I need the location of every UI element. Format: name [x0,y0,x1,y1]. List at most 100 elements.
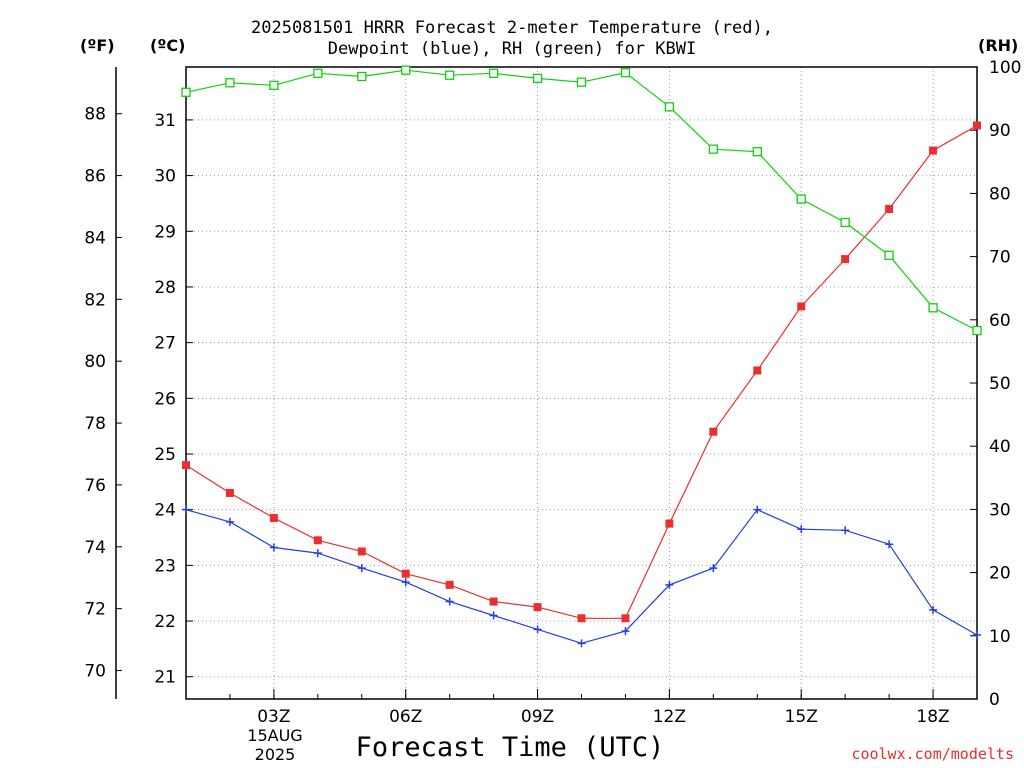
dewpoint-point [533,625,542,634]
rh-tick-label: 10 [989,627,1011,647]
x-tick-label: 06Z [389,707,422,727]
temperature-point [357,547,366,556]
celsius-tick-label: 23 [154,556,176,576]
temperature-point [401,569,410,578]
fahrenheit-tick-label: 70 [84,662,106,682]
temperature-point [929,146,938,155]
rh-point [708,144,718,154]
x-axis-title: Forecast Time (UTC) [355,732,665,763]
temperature-point [533,603,542,612]
rh-point [576,77,587,87]
temperature-point [489,597,498,606]
dewpoint-point [709,564,718,573]
fahrenheit-tick-label: 86 [84,167,106,187]
dewpoint-point [665,580,674,589]
date-year-label: 2025 [254,745,296,764]
dewpoint-point [973,630,981,639]
celsius-tick-label: 31 [154,111,176,131]
temperature-point [753,366,762,375]
x-tick-label: 03Z [257,707,290,727]
x-tick-label: 15Z [785,707,818,727]
rh-point [357,71,367,82]
fahrenheit-tick-label: 72 [84,600,106,620]
temperature-point [973,121,981,130]
celsius-tick-label: 28 [154,278,176,298]
fahrenheit-tick-label: 76 [84,476,106,496]
temperature-point [709,427,718,436]
rh-tick-label: 90 [989,121,1011,141]
rh-point [269,80,279,90]
dewpoint-point [621,627,630,636]
rh-tick-label: 50 [989,374,1011,394]
dewpoint-point [929,605,938,614]
temperature-point [841,255,850,264]
dewpoint-point [577,639,586,648]
rh-point [840,217,850,228]
x-tick-label: 18Z [916,707,949,727]
fahrenheit-tick-label: 74 [84,538,106,558]
dewpoint-point [753,505,762,514]
rh-point [313,68,323,78]
dewpoint-point [357,564,366,573]
dewpoint-point [797,525,806,534]
celsius-tick-label: 25 [154,445,176,465]
dewpoint-point [489,611,498,620]
rh-point [488,68,499,78]
rh-point [928,303,938,313]
temperature-point [182,461,190,470]
x-tick-label: 12Z [653,707,686,727]
rh-tick-label: 100 [989,58,1021,78]
temperature-point [621,614,630,623]
watermark: coolwx.com/modelts [851,745,1014,763]
rh-point [620,68,631,78]
fahrenheit-axis-unit: (ºF) [80,36,115,55]
temperature-point [577,614,586,623]
x-tick-label: 09Z [521,707,554,727]
dewpoint-point [313,549,322,558]
fahrenheit-tick-label: 88 [84,105,106,125]
fahrenheit-tick-label: 84 [84,228,106,248]
rh-point [401,65,411,75]
rh-tick-label: 70 [989,248,1011,268]
celsius-tick-label: 27 [154,334,176,354]
rh-point [181,87,191,97]
rh-point [532,73,543,84]
temperature-point [313,536,322,545]
fahrenheit-tick-label: 82 [84,290,106,310]
fahrenheit-tick-label: 80 [84,352,106,372]
rh-point [664,102,675,112]
dewpoint-point [841,526,850,535]
temperature-point [269,514,278,523]
celsius-axis-unit: (ºC) [150,36,186,55]
plot-frame [185,66,978,700]
dewpoint-point [401,578,410,587]
rh-point [445,70,455,80]
date-day-label: 15AUG [247,726,303,745]
celsius-tick-label: 29 [154,222,176,242]
rh-point [884,250,894,260]
celsius-tick-label: 30 [154,167,176,187]
chart-title-line-1: 2025081501 HRRR Forecast 2-meter Tempera… [251,18,773,38]
dewpoint-point [182,505,190,514]
rh-point [972,325,982,336]
dewpoint-point [269,543,278,552]
temperature-series-line [185,124,978,619]
celsius-tick-label: 22 [154,612,176,632]
temperature-point [797,302,806,311]
rh-axis-unit: (RH) [978,36,1019,55]
temperature-point [885,204,894,213]
rh-tick-label: 40 [989,437,1011,457]
rh-point [796,194,806,204]
rh-tick-label: 20 [989,564,1011,584]
rh-series-line [185,69,978,332]
chart-title-line-2: Dewpoint (blue), RH (green) for KBWI [327,39,697,59]
celsius-tick-label: 21 [154,668,176,688]
rh-point [752,147,762,157]
dewpoint-point [445,597,454,606]
fahrenheit-tick-label: 78 [84,414,106,434]
rh-tick-label: 0 [989,690,1000,710]
temperature-point [445,580,454,589]
dewpoint-point [885,540,894,549]
rh-tick-label: 30 [989,500,1011,520]
rh-point [225,78,235,88]
